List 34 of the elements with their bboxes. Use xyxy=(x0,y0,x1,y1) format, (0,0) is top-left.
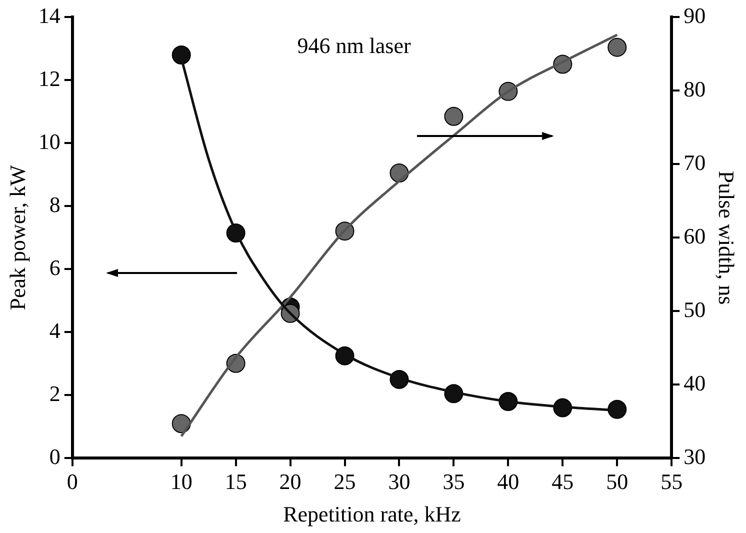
point xyxy=(608,38,627,57)
y-tick-label: 10 xyxy=(38,128,60,154)
y2-tick-label: 30 xyxy=(684,444,706,469)
x-tick-label: 0 xyxy=(66,469,78,494)
y2-tick-label: 50 xyxy=(684,296,706,322)
y-tick-label: 14 xyxy=(38,2,60,28)
y-axis-title: Peak power, kW xyxy=(4,164,30,310)
x-tick-label: 55 xyxy=(660,469,683,494)
y2-tick-label: 60 xyxy=(684,223,706,248)
y-tick-label: 4 xyxy=(49,318,60,343)
y2-axis-title: Pulse width, ns xyxy=(714,170,740,305)
x-tick-label: 10 xyxy=(170,469,192,494)
point xyxy=(608,400,627,419)
y2-tick-label: 80 xyxy=(684,76,706,102)
x-tick-label: 25 xyxy=(334,469,356,494)
point xyxy=(172,46,191,64)
x-axis-title: Repetition rate, kHz xyxy=(283,502,462,527)
y-tick-label: 6 xyxy=(49,254,60,280)
x-tick-label: 30 xyxy=(388,469,410,494)
y2-tick-label: 90 xyxy=(684,2,706,28)
x-tick-label: 40 xyxy=(497,469,520,494)
x-tick-label: 45 xyxy=(552,469,574,494)
annotation: 946 nm laser xyxy=(297,32,412,58)
y-tick-label: 12 xyxy=(38,66,60,91)
x-tick-label: 15 xyxy=(224,469,247,494)
x-tick-label: 35 xyxy=(442,469,465,494)
y2-tick-label: 40 xyxy=(684,370,706,396)
y-tick-label: 2 xyxy=(49,380,60,406)
y-tick-label: 8 xyxy=(49,192,60,217)
x-tick-label: 20 xyxy=(279,469,302,494)
y2-tick-label: 70 xyxy=(684,150,706,175)
x-tick-label: 50 xyxy=(606,469,628,494)
point xyxy=(444,106,464,126)
y-tick-label: 0 xyxy=(49,444,60,469)
